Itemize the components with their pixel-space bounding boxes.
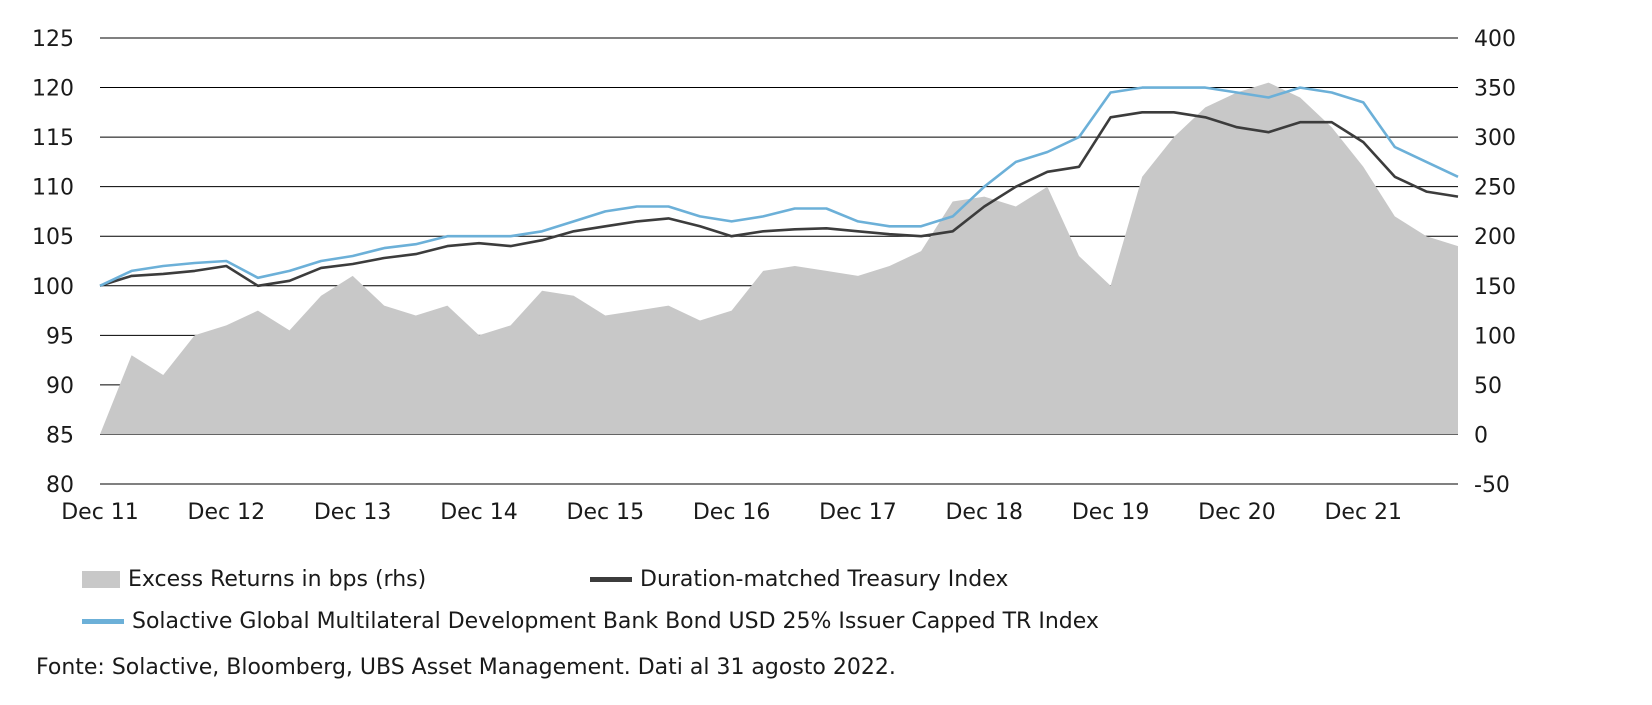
y-right-tick-label: 350	[1474, 77, 1516, 102]
y-left-tick-label: 100	[32, 275, 74, 300]
legend-item-solactive-index: Solactive Global Multilateral Developmen…	[82, 609, 1099, 634]
source-note: Fonte: Solactive, Bloomberg, UBS Asset M…	[36, 655, 896, 680]
treasury-index-line	[99, 111, 1459, 288]
y-right-tick-label: 400	[1474, 27, 1516, 52]
y-left-tick-label: 85	[46, 423, 74, 448]
y-left-tick-label: 110	[32, 176, 74, 201]
x-tick-label: Dec 20	[1198, 500, 1276, 525]
y-right-tick-label: 200	[1474, 225, 1516, 250]
legend-swatch-excess-returns	[82, 571, 120, 588]
solactive-index-line	[99, 86, 1459, 287]
x-tick-label: Dec 19	[1072, 500, 1150, 525]
y-right-tick-label: 150	[1474, 275, 1516, 300]
excess-returns-area-layer	[100, 82, 1458, 435]
x-tick-label: Dec 14	[440, 500, 518, 525]
legend-swatch-treasury-index	[590, 577, 632, 582]
right-y-axis: 400 350 300 250 200 150 100 50 0 -50	[1474, 27, 1516, 498]
x-tick-label: Dec 12	[188, 500, 266, 525]
y-left-tick-label: 80	[46, 473, 74, 498]
y-left-tick-label: 95	[46, 324, 74, 349]
x-axis: Dec 11 Dec 12 Dec 13 Dec 14 Dec 15 Dec 16 Dec …	[61, 500, 1402, 525]
excess-returns-area	[100, 82, 1458, 435]
x-tick-label: Dec 11	[61, 500, 139, 525]
x-tick-label: Dec 13	[314, 500, 392, 525]
y-left-tick-label: 90	[46, 374, 74, 399]
legend-item-excess-returns: Excess Returns in bps (rhs)	[82, 567, 426, 592]
x-tick-label: Dec 17	[819, 500, 897, 525]
legend-label-treasury-index: Duration-matched Treasury Index	[640, 567, 1009, 592]
y-right-tick-label: 250	[1474, 176, 1516, 201]
y-right-tick-label: 300	[1474, 126, 1516, 151]
y-left-tick-label: 115	[32, 126, 74, 151]
x-tick-label: Dec 16	[693, 500, 771, 525]
y-left-tick-label: 120	[32, 77, 74, 102]
legend-label-excess-returns: Excess Returns in bps (rhs)	[128, 567, 427, 592]
x-tick-label: Dec 18	[945, 500, 1023, 525]
legend-item-treasury-index: Duration-matched Treasury Index	[590, 567, 1008, 592]
left-y-axis: 125 120 115 110 105 100 95 90 85 80	[32, 27, 74, 498]
legend-swatch-solactive-index	[82, 619, 124, 624]
y-right-tick-label: 50	[1474, 374, 1502, 399]
index-lines-layer	[99, 86, 1459, 288]
y-left-tick-label: 105	[32, 225, 74, 250]
legend-label-solactive-index: Solactive Global Multilateral Developmen…	[132, 609, 1099, 634]
y-left-tick-label: 125	[32, 27, 74, 52]
y-right-tick-label: 0	[1474, 423, 1488, 448]
y-right-tick-label: -50	[1474, 473, 1510, 498]
x-tick-label: Dec 15	[567, 500, 645, 525]
y-right-tick-label: 100	[1474, 324, 1516, 349]
x-tick-label: Dec 21	[1324, 500, 1402, 525]
